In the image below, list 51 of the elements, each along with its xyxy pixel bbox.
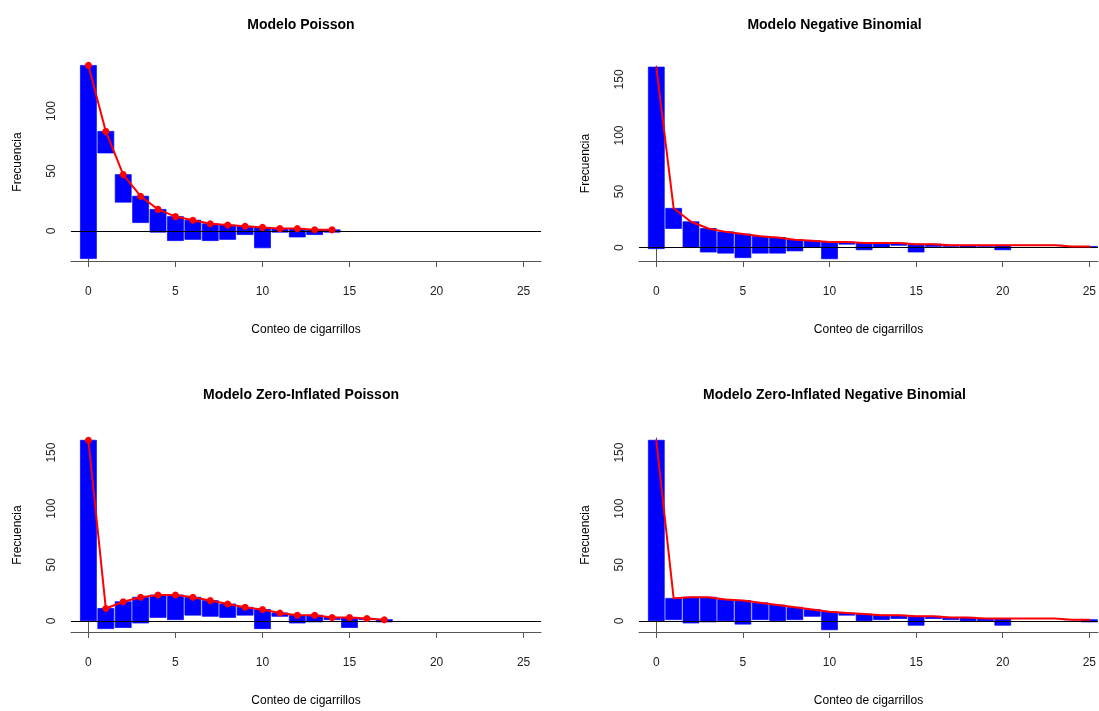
y-tick-label: 100 xyxy=(612,498,626,519)
x-tick-label: 20 xyxy=(996,284,1010,298)
x-tick-label: 25 xyxy=(516,655,531,669)
x-axis-title: Conteo de cigarrillos xyxy=(251,693,361,707)
x-tick-label: 5 xyxy=(172,284,180,298)
x-tick-label: 25 xyxy=(1082,284,1097,298)
chart-title: Modelo Zero-Inflated Poisson xyxy=(202,386,400,402)
x-tick-label: 0 xyxy=(85,284,93,298)
y-tick-label: 150 xyxy=(44,442,58,463)
y-tick-label: 50 xyxy=(44,164,58,178)
y-tick-label: 50 xyxy=(612,557,626,572)
x-tick-label: 25 xyxy=(516,284,531,298)
y-tick-label: 100 xyxy=(612,125,626,146)
x-axis-title: Conteo de cigarrillos xyxy=(813,322,924,336)
chart-title: Modelo Zero-Inflated Negative Binomial xyxy=(703,386,966,402)
x-tick-label: 25 xyxy=(1082,655,1097,669)
y-tick-label: 100 xyxy=(44,498,58,519)
x-tick-label: 15 xyxy=(342,284,357,298)
chart-title: Modelo Poisson xyxy=(247,16,355,32)
y-axis-title: Frecuencia xyxy=(10,505,24,565)
x-tick-label: 15 xyxy=(909,284,924,298)
x-tick-label: 10 xyxy=(255,284,270,298)
chart-title: Modelo Negative Binomial xyxy=(747,16,922,32)
y-tick-label: 0 xyxy=(612,617,626,625)
x-tick-label: 15 xyxy=(342,655,357,669)
x-tick-label: 5 xyxy=(739,655,747,669)
y-tick-label: 50 xyxy=(44,557,58,572)
y-axis-title: Frecuencia xyxy=(578,133,592,194)
x-tick-label: 15 xyxy=(909,655,924,669)
y-tick-label: 50 xyxy=(612,184,626,199)
y-axis-title: Frecuencia xyxy=(578,505,592,565)
x-tick-label: 10 xyxy=(822,284,837,298)
y-axis-title: Frecuencia xyxy=(10,132,24,192)
x-axis-title: Conteo de cigarrillos xyxy=(251,322,361,336)
x-tick-label: 20 xyxy=(996,655,1010,669)
y-tick-label: 150 xyxy=(612,69,626,90)
x-tick-label: 0 xyxy=(652,655,660,669)
y-tick-label: 0 xyxy=(44,617,58,625)
x-tick-label: 20 xyxy=(429,284,444,298)
x-tick-label: 5 xyxy=(172,655,180,669)
x-tick-label: 20 xyxy=(429,655,444,669)
x-tick-label: 10 xyxy=(822,655,837,669)
x-tick-label: 5 xyxy=(739,284,747,298)
x-tick-label: 0 xyxy=(652,284,660,298)
x-tick-label: 10 xyxy=(255,655,270,669)
y-tick-label: 100 xyxy=(44,100,58,122)
x-axis-title: Conteo de cigarrillos xyxy=(813,693,924,707)
y-tick-label: 150 xyxy=(612,442,626,463)
y-tick-label: 0 xyxy=(612,243,626,251)
y-tick-label: 0 xyxy=(44,227,58,235)
x-tick-label: 0 xyxy=(85,655,93,669)
